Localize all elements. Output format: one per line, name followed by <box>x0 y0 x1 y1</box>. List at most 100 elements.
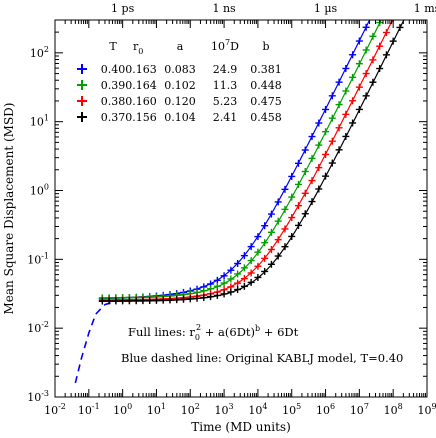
data-point <box>213 291 221 299</box>
data-point <box>247 269 255 277</box>
legend-cell-T: 0.38 <box>101 95 126 108</box>
data-point <box>369 78 377 86</box>
x-tick-label: 108 <box>384 402 403 417</box>
data-point <box>342 132 350 140</box>
data-point <box>362 92 370 100</box>
data-point <box>315 141 323 149</box>
top-axis: 1 ps 1 ns 1 µs 1 ms <box>111 2 436 15</box>
data-point <box>389 37 397 45</box>
legend-cell-r0: 0.160 <box>125 95 157 108</box>
legend-cell-T: 0.40 <box>101 63 126 76</box>
data-point <box>308 154 316 162</box>
x-tick-label: 105 <box>282 402 301 417</box>
data-point <box>227 275 235 283</box>
data-point <box>186 295 194 303</box>
data-point <box>234 260 242 268</box>
data-point <box>335 124 343 132</box>
legend-cell-r0: 0.163 <box>125 63 157 76</box>
legend-header-T: T <box>109 40 117 53</box>
x-tick-label: 100 <box>113 402 132 417</box>
data-point <box>376 65 384 73</box>
data-point <box>294 159 302 167</box>
data-point <box>261 222 269 230</box>
legend-cell-b: 0.381 <box>250 63 282 76</box>
data-point <box>193 294 201 302</box>
data-point <box>328 159 336 167</box>
y-tick-label: 10-1 <box>27 251 49 266</box>
data-point <box>355 83 363 91</box>
y-axis: 10-3 10-2 10-1 100 101 102 <box>27 19 427 404</box>
data-point <box>294 221 302 229</box>
data-point <box>355 37 363 45</box>
legend-header-b: b <box>262 40 269 53</box>
data-point <box>382 28 390 36</box>
data-point <box>267 246 275 254</box>
data-point <box>139 297 147 305</box>
data-point <box>227 266 235 274</box>
data-point <box>247 278 255 286</box>
top-tick-label: 1 ns <box>212 2 236 15</box>
data-point <box>240 252 248 260</box>
series-layer <box>74 20 405 384</box>
legend-cell-r0: 0.164 <box>125 79 157 92</box>
data-point <box>166 296 174 304</box>
data-point <box>322 172 330 180</box>
data-point <box>125 297 133 305</box>
data-point <box>322 128 330 136</box>
data-point <box>322 105 330 113</box>
legend-cell-a: 0.120 <box>164 95 196 108</box>
data-point <box>328 92 336 100</box>
data-point <box>261 267 269 275</box>
data-point <box>261 239 269 247</box>
legend-cell-D: 2.41 <box>213 111 238 124</box>
data-point <box>308 133 316 141</box>
y-tick-label: 100 <box>30 183 49 198</box>
data-point <box>288 232 296 240</box>
data-point <box>355 60 363 68</box>
data-point <box>207 293 215 301</box>
data-point <box>240 264 248 272</box>
data-point <box>274 236 282 244</box>
top-tick-label: 1 µs <box>314 2 338 15</box>
data-point <box>349 51 357 59</box>
data-point <box>362 23 370 31</box>
data-point <box>152 296 160 304</box>
plot-area <box>74 20 405 384</box>
y-tick-label: 10-2 <box>27 320 49 335</box>
data-point <box>288 214 296 222</box>
legend-marker <box>77 80 87 90</box>
legend-cell-b: 0.475 <box>250 95 282 108</box>
y-axis-label: Mean Square Displacement (MSD) <box>2 103 16 315</box>
legend-header-r0: r0 <box>133 40 143 56</box>
data-point <box>247 257 255 265</box>
data-point <box>200 294 208 302</box>
data-point <box>349 119 357 127</box>
x-tick-label: 102 <box>181 402 200 417</box>
data-point <box>227 288 235 296</box>
data-point <box>281 243 289 251</box>
data-point <box>294 202 302 210</box>
data-point <box>267 260 275 268</box>
data-point <box>220 279 228 287</box>
legend-cell-r0: 0.156 <box>125 111 157 124</box>
legend-cell-T: 0.39 <box>101 79 126 92</box>
legend-cell-T: 0.37 <box>101 111 126 124</box>
data-point <box>274 198 282 206</box>
data-point <box>119 297 127 305</box>
data-point <box>274 217 282 225</box>
data-point <box>355 105 363 113</box>
legend-cell-a: 0.083 <box>164 63 196 76</box>
data-point <box>180 295 188 303</box>
data-point <box>301 189 309 197</box>
data-point <box>335 78 343 86</box>
data-point <box>267 210 275 218</box>
y-tick-label: 10-3 <box>27 389 49 404</box>
data-point <box>369 32 377 40</box>
x-tick-label: 109 <box>417 402 436 417</box>
data-point <box>105 297 113 305</box>
legend-marker <box>77 112 87 122</box>
legend-header-a: a <box>177 40 184 53</box>
x-axis: 10-2 10-1 100 101 102 103 104 105 106 107 108 109 <box>44 20 436 417</box>
data-point <box>315 185 323 193</box>
data-point <box>281 225 289 233</box>
